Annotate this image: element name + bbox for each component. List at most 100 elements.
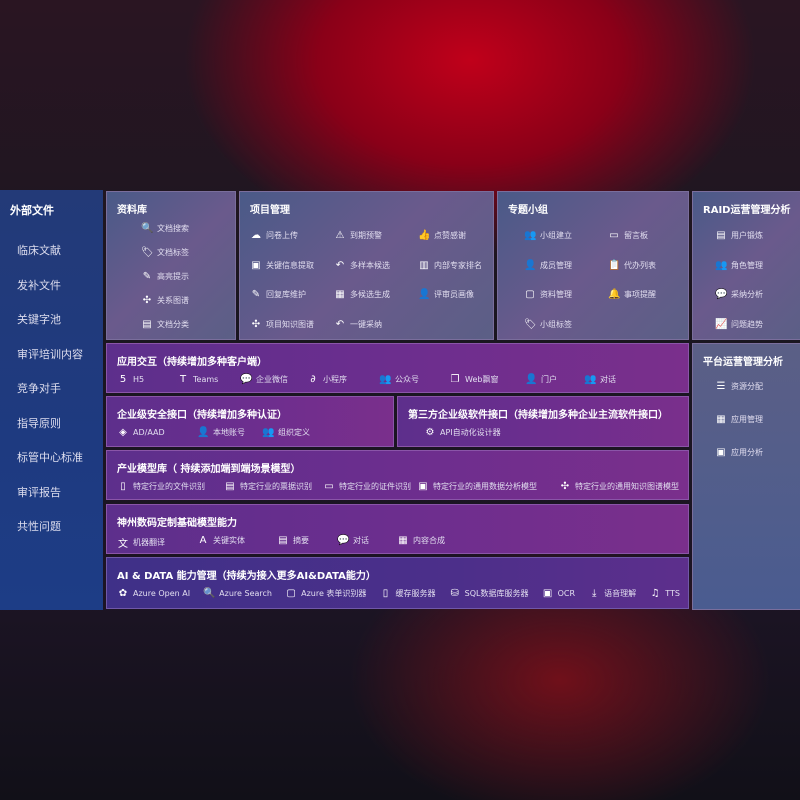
clipboard-item[interactable]: 📋 代办列表: [608, 259, 656, 271]
sidebar-item[interactable]: 关键字池: [17, 313, 61, 326]
group-item[interactable]: 👥 小组建立: [524, 230, 572, 241]
graph-network-icon: ✣: [142, 295, 152, 306]
knowledge-graph-item[interactable]: ✣ 特定行业的通用知识图谱模型: [560, 481, 679, 492]
users-item[interactable]: 👥 角色管理: [715, 259, 763, 271]
edit-icon: ✎: [251, 289, 261, 300]
html5-icon: 5: [119, 374, 127, 385]
wechat-work-icon: 💬: [240, 374, 253, 385]
portal-item[interactable]: 👤 门户: [525, 374, 557, 385]
id-card-item[interactable]: ▭ 特定行业的证件识别: [324, 481, 411, 492]
puzzle-icon: ▦: [335, 289, 345, 300]
teams-item[interactable]: T Teams: [177, 374, 218, 385]
cloud-upload-icon: ☁: [251, 230, 261, 241]
ad-item[interactable]: ◈ AD/AAD: [117, 427, 165, 438]
ocr-item[interactable]: ▣ OCR: [542, 588, 576, 599]
puzzle-item[interactable]: ▦ 多候选生成: [335, 289, 390, 300]
organization-icon: 👥: [262, 427, 275, 438]
sidebar-item[interactable]: 共性问题: [17, 520, 61, 533]
list-icon: ☰: [716, 381, 726, 392]
speech-item[interactable]: ⤓ 语音理解: [588, 588, 636, 599]
organization-item[interactable]: 👥 组织定义: [262, 427, 310, 438]
apps-item[interactable]: ▦ 应用管理: [716, 414, 763, 425]
project-panel: 项目管理 ☁ 问卷上传 ⚠ 到期预警 👍 点赞感谢 ▣ 关键信息提取 ↶ 多样本候选 ▥ 内部专家排名…: [239, 191, 494, 340]
group-title: 专题小组: [508, 205, 548, 216]
api-gear-item[interactable]: ⚙ API自动化设计器: [425, 427, 501, 438]
document-category-item[interactable]: ▤ 文档分类: [142, 319, 189, 330]
graph-network-item[interactable]: ✣ 关系图谱: [142, 295, 189, 306]
alarm-icon: ⚠: [335, 230, 345, 241]
sidebar-item[interactable]: 指导原则: [17, 416, 61, 430]
alarm-item[interactable]: ⚠ 到期预警: [335, 230, 382, 241]
folder-item[interactable]: ▢ 资料管理: [525, 289, 572, 300]
data-analysis-item[interactable]: ▣ 特定行业的通用数据分析模型: [418, 481, 537, 492]
reply-item[interactable]: ↶ 多样本候选: [335, 259, 390, 271]
ad-icon: ◈: [119, 427, 127, 438]
receipt-item[interactable]: ▤ 特定行业的票据识别: [225, 481, 312, 492]
reply-item[interactable]: ↶ 一键采纳: [335, 318, 382, 330]
cache-server-item[interactable]: ▯ 缓存服务器: [380, 588, 436, 599]
document-search-item[interactable]: 🔍 文档搜索: [141, 223, 189, 234]
mini-program-item[interactable]: ∂ 小程序: [307, 374, 347, 385]
openai-icon: ✿: [118, 588, 128, 599]
ranking-item[interactable]: ▥ 内部专家排名: [419, 259, 482, 271]
user-item[interactable]: 👤 评审员画像: [418, 289, 474, 300]
form-recognizer-item[interactable]: ▢ Azure 表单识别器: [286, 588, 367, 599]
list-item[interactable]: ☰ 资源分配: [716, 381, 763, 392]
edit-item[interactable]: ✎ 回复库维护: [251, 289, 306, 300]
openai-item[interactable]: ✿ Azure Open AI: [118, 588, 191, 599]
wechat-work-item[interactable]: 💬 企业微信: [240, 374, 288, 385]
local-account-item[interactable]: 👤 本地账号: [197, 427, 245, 438]
official-account-item[interactable]: 👥 公众号: [379, 374, 419, 385]
knowledge-graph-item[interactable]: ✣ 项目知识图谱: [251, 318, 314, 330]
bbs-icon: ▭: [609, 230, 619, 241]
sidebar-item[interactable]: 审评培训内容: [17, 347, 83, 361]
web-window-item[interactable]: ❐ Web飘窗: [450, 374, 499, 385]
library-panel: 资料库 🔍 文档搜索 🏷 文档标签 ✎ 高亮提示 ✣ 关系图谱 ▤ 文档分类: [106, 191, 236, 340]
sidebar-item[interactable]: 临床文献: [17, 244, 61, 257]
summary-item[interactable]: ▤ 摘要: [278, 535, 309, 546]
user-icon: 👤: [418, 289, 431, 300]
highlight-pen-item[interactable]: ✎ 高亮提示: [142, 271, 189, 282]
receipt-icon: ▤: [225, 481, 235, 492]
library-title: 资料库: [117, 205, 147, 216]
capability-bar: 应用交互（持续增加多种客户端） 5 H5 T Teams 💬 企业微信 ∂ 小程序 👥 公众号 ❐ We…: [106, 343, 689, 393]
database-item[interactable]: ⛁ SQL数据库服务器: [450, 588, 529, 599]
project-title: 项目管理: [250, 205, 290, 216]
qa-chat-item[interactable]: 💬 采纳分析: [715, 289, 763, 300]
entity-item[interactable]: A 关键实体: [197, 535, 245, 546]
file-item[interactable]: ▯ 特定行业的文件识别: [117, 481, 205, 492]
html5-item[interactable]: 5 H5: [117, 374, 144, 385]
search-doc-item[interactable]: 🔍 Azure Search: [203, 588, 272, 599]
sidebar-title: 外部文件: [10, 204, 54, 217]
translate-item[interactable]: 文机器翻译: [117, 535, 165, 550]
trend-chart-item[interactable]: 📈 问题趋势: [715, 318, 763, 330]
tag-item[interactable]: 🏷 文档标签: [141, 247, 189, 258]
window-item[interactable]: ▣ 关键信息提取: [251, 259, 314, 271]
capability-bar: AI & DATA 能力管理（持续为接入更多AI&DATA能力） ✿ Azure O…: [106, 557, 689, 609]
ocr-icon: ▣: [542, 588, 553, 599]
sidebar-item[interactable]: 审评报告: [17, 485, 61, 499]
bbs-item[interactable]: ▭ 留言板: [609, 230, 648, 241]
tag-item[interactable]: 🏷 小组标签: [524, 318, 572, 330]
chat-item[interactable]: 💬 对话: [337, 535, 369, 546]
speech-icon: ⤓: [591, 588, 597, 599]
bar-title: 企业级安全接口（持续增加多种认证）: [117, 410, 287, 421]
sidebar-item[interactable]: 标管中心标准: [17, 451, 83, 464]
group-icon: 👥: [524, 230, 537, 241]
analysis-item[interactable]: ▣ 应用分析: [716, 447, 763, 458]
dialogue-item[interactable]: 👥 对话: [584, 374, 616, 385]
data-analysis-icon: ▣: [418, 481, 428, 492]
translate-icon: 文: [118, 539, 128, 550]
raid-panel: RAID运营管理分析 ▤ 用户锻炼 👥 角色管理 💬 采纳分析 📈 问题趋势: [692, 191, 800, 340]
document-category-icon: ▤: [142, 319, 152, 330]
tts-item[interactable]: ♫ TTS: [650, 588, 680, 599]
sidebar-item[interactable]: 发补文件: [17, 278, 61, 292]
member-item[interactable]: 👤 成员管理: [524, 259, 572, 271]
bell-item[interactable]: 🔔 事项提醒: [608, 289, 656, 300]
cloud-upload-item[interactable]: ☁ 问卷上传: [251, 230, 298, 241]
sidebar-item[interactable]: 竞争对手: [17, 382, 61, 395]
content-synthesis-item[interactable]: ▦ 内容合成: [398, 535, 445, 546]
thumbs-up-item[interactable]: 👍 点赞感谢: [418, 230, 466, 241]
id-card-item[interactable]: ▤ 用户锻炼: [716, 230, 763, 241]
knowledge-graph-icon: ✣: [560, 481, 570, 492]
